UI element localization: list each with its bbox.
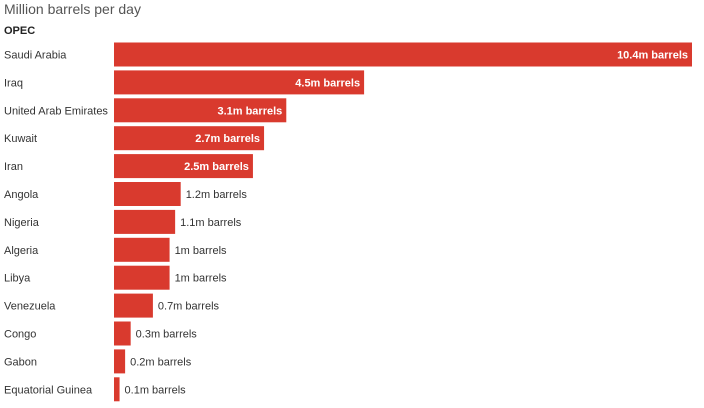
category-label-gabon: Gabon bbox=[4, 356, 37, 368]
value-label-united-arab-emirates: 3.1m barrels bbox=[217, 105, 282, 117]
bar-kuwait bbox=[114, 126, 265, 151]
bar-libya bbox=[114, 265, 170, 290]
category-label-kuwait: Kuwait bbox=[4, 133, 37, 145]
category-label-iraq: Iraq bbox=[4, 77, 23, 89]
value-label-nigeria: 1.1m barrels bbox=[180, 217, 242, 229]
bar-angola bbox=[114, 182, 181, 206]
category-label-iran: Iran bbox=[4, 161, 23, 173]
bar-iran bbox=[114, 154, 253, 179]
bar-algeria bbox=[114, 237, 170, 262]
value-label-saudi-arabia: 10.4m barrels bbox=[617, 50, 688, 62]
bar-saudi-arabia bbox=[114, 42, 692, 67]
bar-iraq bbox=[114, 70, 365, 95]
value-label-algeria: 1m barrels bbox=[175, 245, 227, 257]
value-label-venezuela: 0.7m barrels bbox=[158, 301, 220, 313]
value-label-iraq: 4.5m barrels bbox=[295, 77, 360, 89]
category-label-united-arab-emirates: United Arab Emirates bbox=[4, 105, 108, 117]
category-label-algeria: Algeria bbox=[4, 245, 39, 257]
category-label-venezuela: Venezuela bbox=[4, 301, 56, 313]
category-label-nigeria: Nigeria bbox=[4, 217, 40, 229]
category-label-congo: Congo bbox=[4, 329, 36, 341]
category-label-equatorial-guinea: Equatorial Guinea bbox=[4, 384, 93, 396]
bar-equatorial-guinea bbox=[114, 377, 120, 402]
value-label-equatorial-guinea: 0.1m barrels bbox=[125, 384, 187, 396]
category-label-saudi-arabia: Saudi Arabia bbox=[4, 50, 67, 62]
chart-subtitle: Million barrels per day bbox=[4, 1, 141, 17]
value-label-kuwait: 2.7m barrels bbox=[195, 133, 260, 145]
bar-congo bbox=[114, 321, 131, 346]
value-label-angola: 1.2m barrels bbox=[186, 189, 248, 201]
group-label: OPEC bbox=[4, 25, 36, 37]
value-label-iran: 2.5m barrels bbox=[184, 161, 249, 173]
value-label-congo: 0.3m barrels bbox=[136, 329, 198, 341]
category-label-angola: Angola bbox=[4, 189, 39, 201]
bar-venezuela bbox=[114, 293, 153, 318]
value-label-libya: 1m barrels bbox=[175, 273, 227, 285]
bar-nigeria bbox=[114, 209, 176, 234]
value-label-gabon: 0.2m barrels bbox=[130, 356, 192, 368]
bar-united-arab-emirates bbox=[114, 98, 287, 123]
category-label-libya: Libya bbox=[4, 273, 31, 285]
bar-gabon bbox=[114, 349, 126, 374]
